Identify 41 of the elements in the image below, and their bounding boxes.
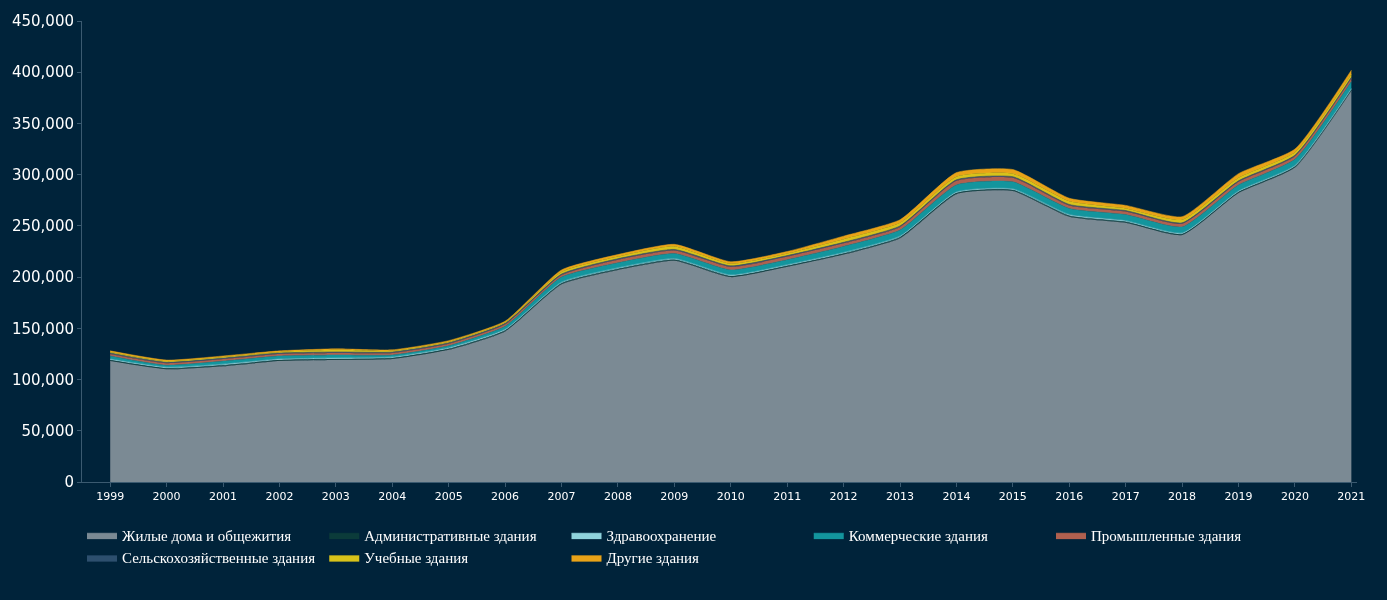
- y-tick-label: 250,000: [11, 217, 74, 236]
- x-tick-label: 2010: [716, 490, 745, 504]
- x-tick-label: 2015: [998, 490, 1027, 504]
- x-tick-label: 2000: [152, 490, 181, 504]
- legend-label: Жилые дома и общежития: [122, 527, 292, 544]
- legend-label: Коммерческие здания: [848, 527, 988, 544]
- x-tick-label: 2021: [1337, 490, 1366, 504]
- x-tick-label: 2001: [209, 490, 238, 504]
- legend-label: Здравоохранение: [606, 527, 717, 544]
- x-tick-label: 2012: [829, 490, 858, 504]
- y-tick-label: 300,000: [11, 165, 74, 184]
- x-tick-label: 2004: [378, 490, 407, 504]
- x-tick-label: 2014: [942, 490, 971, 504]
- y-tick-label: 200,000: [11, 268, 74, 287]
- x-tick-label: 2005: [434, 490, 463, 504]
- x-tick-label: 2020: [1280, 490, 1309, 504]
- x-tick-label: 2007: [547, 490, 576, 504]
- x-tick-label: 2011: [773, 490, 802, 504]
- x-tick-label: 2008: [603, 490, 632, 504]
- x-tick-label: 2013: [886, 490, 915, 504]
- x-tick-label: 2017: [1111, 490, 1140, 504]
- legend-label: Административные здания: [364, 527, 537, 544]
- x-tick-label: 2018: [1168, 490, 1197, 504]
- y-tick-label: 50,000: [21, 422, 74, 441]
- x-tick-label: 2009: [660, 490, 689, 504]
- y-tick-label: 350,000: [11, 114, 74, 133]
- legend-label: Учебные здания: [364, 550, 469, 567]
- x-tick-label: 2006: [491, 490, 520, 504]
- y-tick-label: 450,000: [11, 12, 74, 31]
- y-tick-label: 0: [64, 473, 74, 492]
- y-tick-label: 100,000: [11, 370, 74, 389]
- x-tick-label: 2002: [265, 490, 294, 504]
- legend-label: Промышленные здания: [1091, 527, 1242, 544]
- legend-label: Сельскохозяйственные здания: [122, 550, 316, 567]
- y-tick-label: 150,000: [11, 319, 74, 338]
- y-tick-label: 400,000: [11, 63, 74, 82]
- legend-label: Другие здания: [606, 550, 700, 567]
- x-tick-label: 2016: [1055, 490, 1084, 504]
- x-tick-label: 1999: [96, 490, 125, 504]
- x-tick-label: 2003: [321, 490, 350, 504]
- x-tick-label: 2019: [1224, 490, 1253, 504]
